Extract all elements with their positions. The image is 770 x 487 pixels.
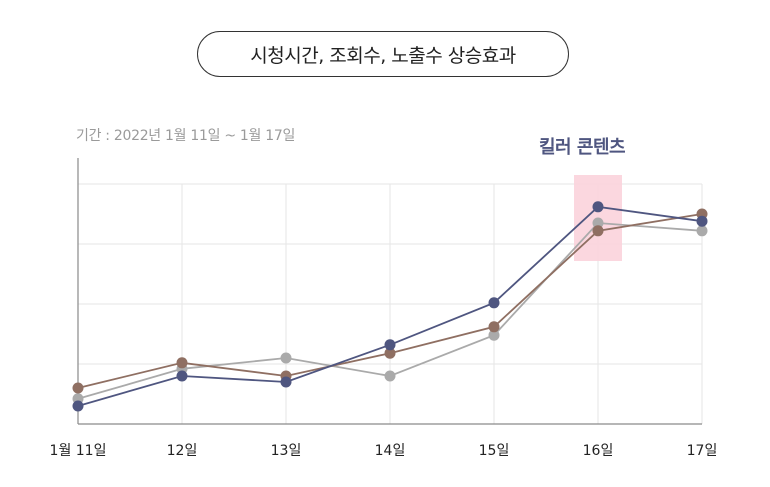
data-point <box>384 370 396 382</box>
data-point <box>592 201 604 213</box>
data-point <box>72 382 84 394</box>
data-point <box>696 225 708 237</box>
data-point <box>488 297 500 309</box>
x-tick-label: 14일 <box>375 443 406 459</box>
chart-title: 시청시간, 조회수, 노출수 상승효과 <box>197 31 569 77</box>
data-point <box>592 225 604 237</box>
x-tick-label: 12일 <box>167 443 198 459</box>
data-point <box>280 352 292 364</box>
x-tick-label: 17일 <box>687 443 718 459</box>
data-point <box>488 321 500 333</box>
period-label: 기간 : 2022년 1월 11일 ~ 1월 17일 <box>76 128 296 144</box>
data-point <box>696 215 708 227</box>
data-point <box>280 376 292 388</box>
data-point <box>384 347 396 359</box>
chart-title-text: 시청시간, 조회수, 노출수 상승효과 <box>250 44 516 67</box>
data-point <box>488 329 500 341</box>
highlight-label: 킬러 콘텐츠 <box>539 137 626 158</box>
data-point <box>592 217 604 229</box>
data-point <box>176 370 188 382</box>
data-point <box>72 400 84 412</box>
x-tick-label: 13일 <box>271 443 302 459</box>
x-tick-label: 15일 <box>479 443 510 459</box>
x-tick-label: 16일 <box>583 443 614 459</box>
data-point <box>176 357 188 369</box>
data-point <box>384 339 396 351</box>
x-tick-label: 1월 11일 <box>50 443 107 459</box>
